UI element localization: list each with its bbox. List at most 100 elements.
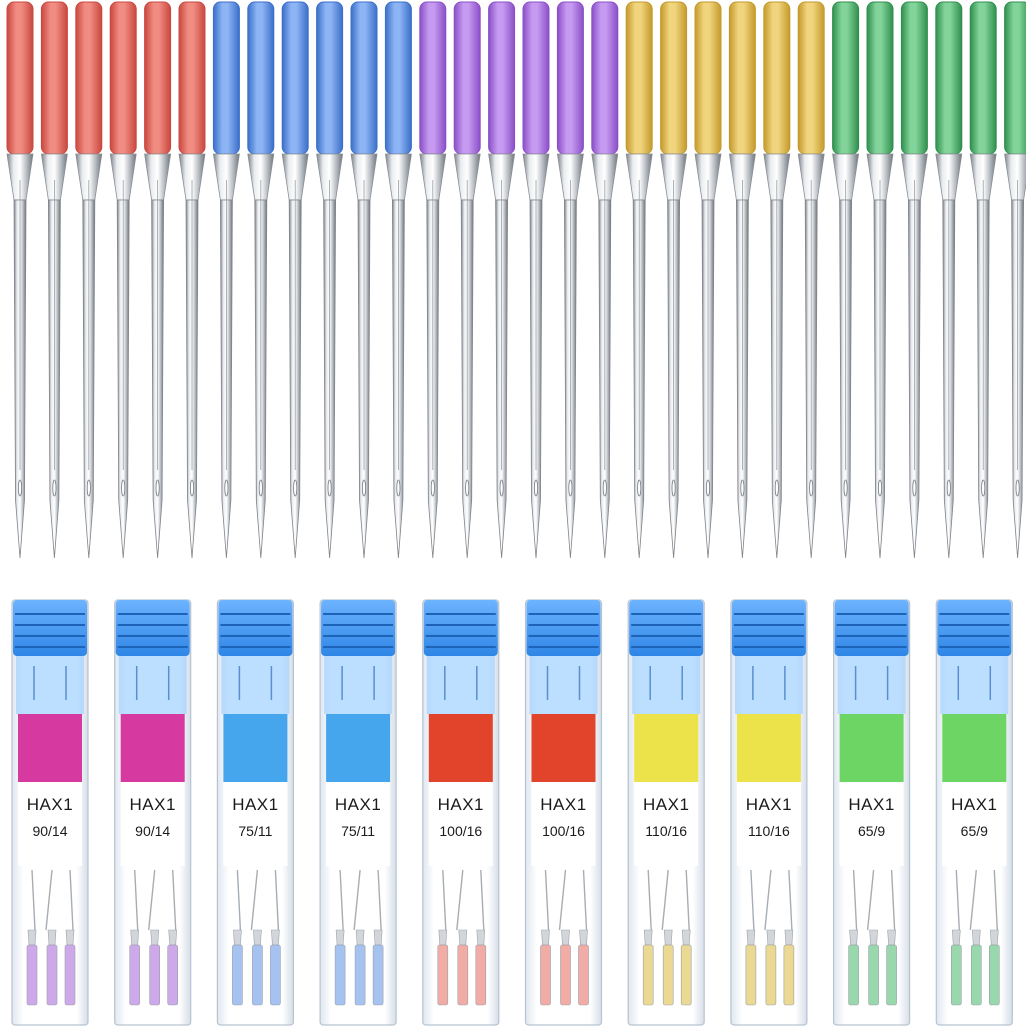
needle-gold	[797, 1, 825, 559]
case-brand-label: HAX1	[27, 795, 73, 814]
needle-purple	[556, 1, 584, 559]
case-size-label: 90/14	[32, 823, 67, 839]
case-brand-label: HAX1	[438, 795, 484, 814]
needle-red	[178, 1, 206, 559]
color-swatch	[223, 714, 288, 782]
cased-needle	[680, 869, 692, 1006]
case-cap	[834, 600, 909, 656]
needle-purple	[591, 1, 619, 559]
needle-red	[40, 1, 68, 559]
color-swatch	[634, 714, 699, 782]
cased-needle	[578, 869, 589, 1006]
cased-needle	[848, 869, 859, 1006]
cased-needle	[456, 869, 469, 1006]
cased-needle	[26, 869, 38, 1006]
color-swatch	[736, 714, 801, 782]
color-swatch	[120, 714, 185, 782]
needle-case: HAX1 110/16	[730, 599, 808, 1026]
needle-green	[1004, 1, 1026, 559]
needle-case: HAX1 75/11	[216, 599, 294, 1026]
case-cap	[423, 600, 498, 656]
needle-purple	[419, 1, 447, 559]
case-brand-label: HAX1	[643, 795, 689, 814]
cased-needle	[661, 869, 674, 1006]
case-cap	[115, 600, 190, 656]
needle-green	[866, 1, 894, 559]
case-cap	[13, 600, 87, 656]
needle-red	[109, 1, 137, 559]
case-brand-label: HAX1	[129, 795, 175, 814]
case-size-label: 110/16	[748, 823, 790, 839]
color-swatch	[942, 714, 1007, 782]
case-size-label: 65/9	[961, 823, 988, 839]
case-cap	[321, 600, 396, 656]
cased-needle	[372, 869, 384, 1006]
case-brand-label: HAX1	[746, 795, 792, 814]
needle-green	[900, 1, 928, 559]
color-swatch	[428, 714, 493, 782]
cased-needle	[540, 869, 551, 1006]
cased-needle	[353, 869, 366, 1006]
case-size-label: 100/16	[542, 823, 585, 839]
case-cap	[526, 600, 601, 656]
case-brand-label: HAX1	[540, 795, 586, 814]
case-brand-label: HAX1	[951, 795, 997, 814]
case-cap	[731, 600, 806, 656]
needle-red	[144, 1, 172, 559]
needle-cases-row: HAX190/14HAX190/14HAX175/11HAX175/11HAX1…	[11, 599, 1013, 1026]
needle-gold	[625, 1, 653, 559]
needle-gold	[728, 1, 756, 559]
needle-gold	[660, 1, 688, 559]
cased-needle	[475, 869, 487, 1006]
needle-green	[832, 1, 860, 559]
needle-blue	[316, 1, 344, 559]
needle-case: HAX1 65/9	[832, 599, 911, 1026]
needle-green	[935, 1, 963, 559]
case-brand-label: HAX1	[232, 795, 278, 814]
case-brand-label: HAX1	[848, 795, 894, 814]
cased-needle	[148, 869, 160, 1006]
needle-blue	[384, 1, 412, 559]
needle-case: HAX1 65/9	[935, 599, 1013, 1026]
cased-needle	[783, 869, 795, 1006]
needle-red	[6, 1, 34, 559]
cased-needle	[250, 869, 263, 1006]
color-swatch	[531, 714, 596, 782]
cased-needle	[866, 869, 879, 1006]
color-swatch	[326, 714, 391, 782]
needle-purple	[488, 1, 516, 559]
case-size-label: 90/14	[135, 823, 170, 839]
needle-case: HAX1 110/16	[627, 599, 705, 1026]
cased-needle	[167, 869, 178, 1006]
cased-needle	[969, 869, 982, 1006]
case-size-label: 100/16	[439, 823, 482, 839]
cased-needle	[334, 869, 346, 1006]
cased-needle	[437, 869, 449, 1006]
needle-blue	[212, 1, 240, 559]
cased-needle	[764, 869, 777, 1006]
cased-needle	[642, 869, 654, 1006]
case-size-label: 110/16	[645, 823, 687, 839]
case-size-label: 75/11	[341, 823, 375, 839]
loose-needles-row	[6, 1, 1026, 559]
case-size-label: 65/9	[858, 823, 885, 839]
needle-red	[75, 1, 103, 559]
cased-needle	[232, 869, 243, 1006]
cased-needle	[129, 869, 140, 1006]
needle-purple	[453, 1, 481, 559]
case-brand-label: HAX1	[335, 795, 381, 814]
cased-needle	[64, 869, 76, 1006]
needle-case: HAX1 100/16	[524, 599, 603, 1026]
case-cap	[629, 600, 704, 656]
needle-purple	[522, 1, 550, 559]
needle-case: HAX1 90/14	[11, 599, 89, 1026]
color-swatch	[18, 714, 82, 782]
cased-needle	[270, 869, 281, 1006]
case-cap	[937, 600, 1012, 656]
needle-case: HAX1 75/11	[319, 599, 397, 1026]
needle-case: HAX1 100/16	[422, 599, 500, 1026]
needle-gold	[763, 1, 791, 559]
cased-needle	[886, 869, 897, 1006]
needle-gold	[694, 1, 722, 559]
